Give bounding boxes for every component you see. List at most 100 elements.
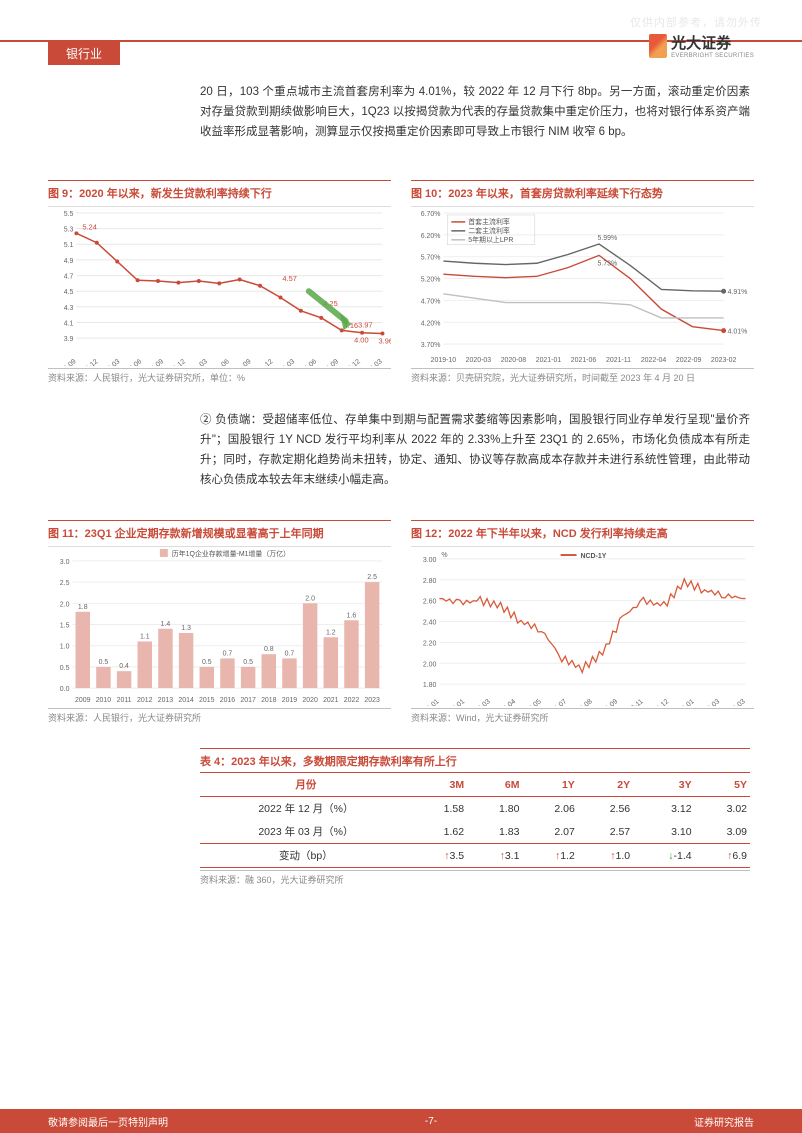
table-cell: 1.83: [467, 820, 522, 844]
svg-text:5年期以上LPR: 5年期以上LPR: [468, 235, 513, 244]
svg-text:1.2: 1.2: [326, 629, 336, 636]
svg-text:2023-03: 2023-03: [723, 698, 747, 706]
table-cell: ↑3.5: [412, 844, 467, 868]
svg-text:2021: 2021: [323, 697, 339, 704]
svg-text:0.8: 0.8: [264, 646, 274, 653]
logo: 光大证券 EVERBRIGHT SECURITIES: [649, 32, 754, 59]
svg-text:1.3: 1.3: [181, 625, 191, 632]
svg-text:2022-09: 2022-09: [595, 698, 619, 706]
paragraph-2: ② 负债端：受超储率低位、存单集中到期与配置需求萎缩等因素影响，国股银行同业存单…: [200, 410, 750, 491]
table-cell: 1.80: [467, 797, 522, 821]
table-cell: ↑3.1: [467, 844, 522, 868]
table-cell: ↑6.9: [695, 844, 750, 868]
svg-text:2012: 2012: [137, 697, 153, 704]
svg-text:2023-03: 2023-03: [697, 698, 721, 706]
svg-text:%: %: [441, 552, 447, 559]
table-header: 6M: [467, 773, 522, 797]
svg-text:2023-03: 2023-03: [360, 358, 384, 366]
svg-text:2022-05: 2022-05: [519, 698, 543, 706]
svg-text:4.5: 4.5: [64, 289, 74, 296]
svg-text:0.5: 0.5: [99, 659, 109, 666]
svg-text:2022-08: 2022-08: [570, 698, 594, 706]
footer-left: 敬请参阅最后一页特别声明: [48, 1114, 168, 1129]
svg-text:1.6: 1.6: [347, 612, 357, 619]
svg-text:1.8: 1.8: [78, 604, 88, 611]
svg-text:4.91%: 4.91%: [728, 289, 748, 296]
chart-9: 图 9：2020 年以来，新发生贷款利率持续下行 3.94.14.34.54.7…: [48, 180, 391, 384]
svg-text:0.5: 0.5: [202, 659, 212, 666]
svg-text:5.1: 5.1: [64, 242, 74, 249]
svg-text:4.01%: 4.01%: [728, 329, 748, 336]
table-cell: ↑1.2: [522, 844, 577, 868]
svg-text:2022-01: 2022-01: [417, 698, 441, 706]
svg-text:0.7: 0.7: [285, 650, 295, 657]
svg-text:2021-06: 2021-06: [571, 357, 597, 364]
svg-text:3.9: 3.9: [64, 336, 74, 343]
chart-11: 图 11：23Q1 企业定期存款新增规模或显著高于上年同期 0.00.51.01…: [48, 520, 391, 724]
svg-text:2023-02: 2023-02: [711, 357, 737, 364]
svg-text:2022-01: 2022-01: [442, 698, 466, 706]
svg-text:4.70%: 4.70%: [421, 298, 441, 305]
table-cell: 3.10: [633, 820, 694, 844]
logo-text: 光大证券: [671, 32, 754, 53]
table-header: 3M: [412, 773, 467, 797]
table-cell: 2.57: [578, 820, 633, 844]
svg-text:2020-08: 2020-08: [501, 357, 527, 364]
svg-text:2.00: 2.00: [423, 661, 437, 668]
chart-9-source: 资料来源：人民银行，光大证券研究所，单位：%: [48, 368, 391, 384]
svg-text:2022-04: 2022-04: [493, 698, 517, 706]
chart-12: 图 12：2022 年下半年以来，NCD 发行利率持续走高 1.802.002.…: [411, 520, 754, 724]
svg-text:0.5: 0.5: [243, 659, 253, 666]
svg-text:2020-09: 2020-09: [141, 358, 165, 366]
svg-text:2022-03: 2022-03: [272, 358, 296, 366]
svg-text:2.80: 2.80: [423, 578, 437, 585]
svg-text:2020-03: 2020-03: [97, 358, 121, 366]
svg-text:2014: 2014: [178, 697, 194, 704]
svg-text:5.24: 5.24: [82, 222, 96, 231]
svg-text:2017: 2017: [240, 697, 256, 704]
table-header: 2Y: [578, 773, 633, 797]
logo-subtext: EVERBRIGHT SECURITIES: [671, 53, 754, 59]
svg-text:2022-04: 2022-04: [641, 357, 667, 364]
svg-text:2021-06: 2021-06: [207, 358, 231, 366]
svg-text:4.7: 4.7: [64, 274, 74, 281]
svg-text:2020-03: 2020-03: [466, 357, 492, 364]
svg-text:1.0: 1.0: [60, 644, 70, 651]
table-4: 表 4：2023 年以来，多数期限定期存款利率有所上行 月份3M6M1Y2Y3Y…: [200, 748, 750, 886]
svg-text:2011: 2011: [117, 697, 132, 704]
svg-text:5.20%: 5.20%: [421, 277, 441, 284]
table-header: 5Y: [695, 773, 750, 797]
svg-text:2022-11: 2022-11: [621, 698, 645, 706]
svg-text:2020: 2020: [302, 697, 318, 704]
svg-text:2010: 2010: [96, 697, 112, 704]
svg-text:3.0: 3.0: [60, 559, 70, 566]
watermark: 仅供内部参考，请勿外传: [630, 14, 762, 30]
chart-10: 图 10：2023 年以来，首套房贷款利率延续下行态势 3.70%4.20%4.…: [411, 180, 754, 384]
svg-text:3.97: 3.97: [358, 321, 372, 330]
svg-text:3.70%: 3.70%: [421, 342, 441, 349]
header-tag: 银行业: [48, 42, 120, 65]
table-4-source: 资料来源：融 360，光大证券研究所: [200, 870, 750, 886]
svg-text:4.3: 4.3: [64, 305, 74, 312]
table-header: 月份: [200, 773, 412, 797]
svg-text:2022: 2022: [344, 697, 360, 704]
svg-text:6.70%: 6.70%: [421, 211, 441, 218]
svg-text:NCD-1Y: NCD-1Y: [581, 553, 607, 560]
svg-text:4.00: 4.00: [354, 335, 368, 344]
svg-text:2023: 2023: [364, 697, 380, 704]
svg-text:3.96: 3.96: [379, 336, 391, 345]
svg-text:1.1: 1.1: [140, 633, 150, 640]
table-cell: 2.07: [522, 820, 577, 844]
svg-text:0.5: 0.5: [60, 665, 70, 672]
svg-text:2.0: 2.0: [305, 595, 315, 602]
svg-text:2013: 2013: [158, 697, 174, 704]
svg-text:2022-09: 2022-09: [316, 358, 340, 366]
svg-text:4.20%: 4.20%: [421, 320, 441, 327]
logo-icon: [649, 34, 667, 58]
table-cell: 2022 年 12 月（%）: [200, 797, 412, 821]
chart-11-source: 资料来源：人民银行，光大证券研究所: [48, 708, 391, 724]
svg-text:4.9: 4.9: [64, 258, 74, 265]
svg-text:2018: 2018: [261, 697, 277, 704]
svg-text:2.0: 2.0: [60, 601, 70, 608]
svg-text:2021-09: 2021-09: [229, 358, 253, 366]
